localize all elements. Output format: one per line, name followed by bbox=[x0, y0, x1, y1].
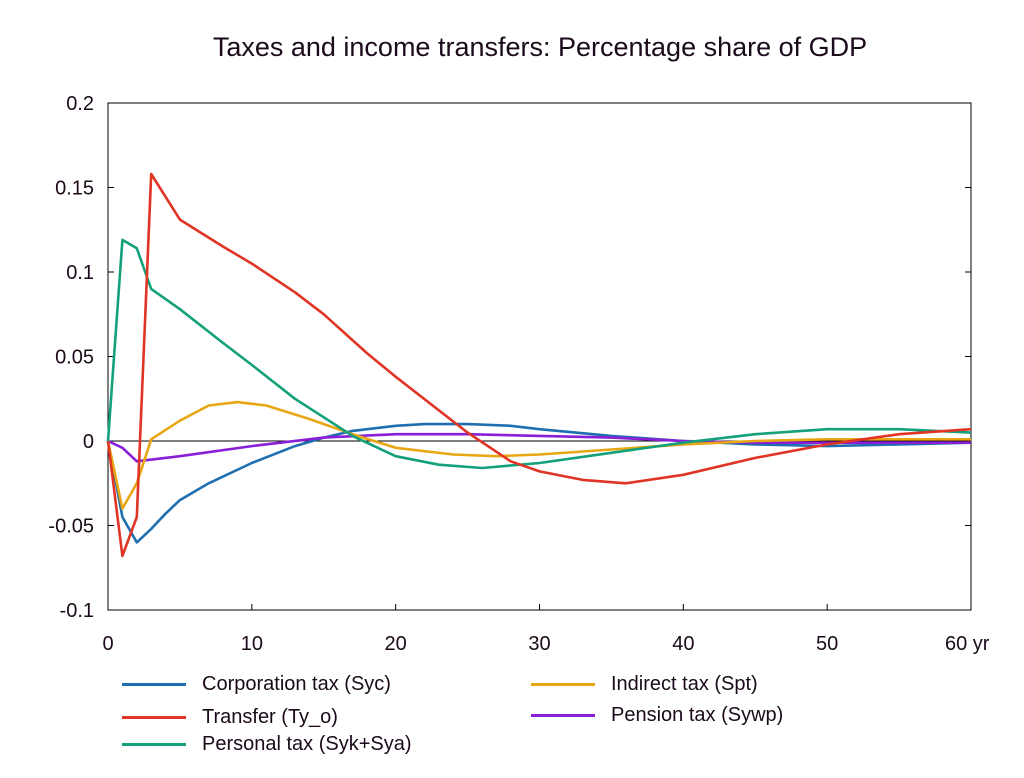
x-tick-label: 50 bbox=[816, 633, 838, 655]
x-tick-label: 60 yr bbox=[945, 633, 990, 655]
x-tick-label: 10 bbox=[241, 633, 263, 655]
axes bbox=[107, 102, 972, 611]
x-tick-label: 30 bbox=[528, 633, 550, 655]
y-tick-label: 0 bbox=[83, 431, 94, 453]
x-tick-label: 0 bbox=[102, 633, 113, 655]
y-tick-label: 0.1 bbox=[66, 262, 94, 284]
tick-labels: -0.1 -0.05 0 0.05 0.1 0.15 0.2 0 10 20 30 40 50 60 yr bbox=[48, 93, 989, 655]
chart-title: Taxes and income transfers: Percentage s… bbox=[212, 32, 868, 62]
series-lines bbox=[106, 172, 972, 558]
x-tick-label: 20 bbox=[385, 633, 407, 655]
x-tick-label: 40 bbox=[672, 633, 694, 655]
series-line-1 bbox=[106, 172, 972, 558]
y-tick-label: 0.2 bbox=[66, 93, 94, 115]
series-line-3 bbox=[106, 400, 971, 510]
y-tick-label: -0.05 bbox=[48, 516, 94, 538]
plot-frame bbox=[107, 102, 972, 611]
series-line-4 bbox=[107, 432, 971, 463]
series-line-2 bbox=[106, 238, 972, 470]
y-tick-label: 0.15 bbox=[55, 178, 94, 200]
y-tick-label: -0.1 bbox=[60, 600, 94, 622]
y-tick-label: 0.05 bbox=[55, 347, 94, 369]
